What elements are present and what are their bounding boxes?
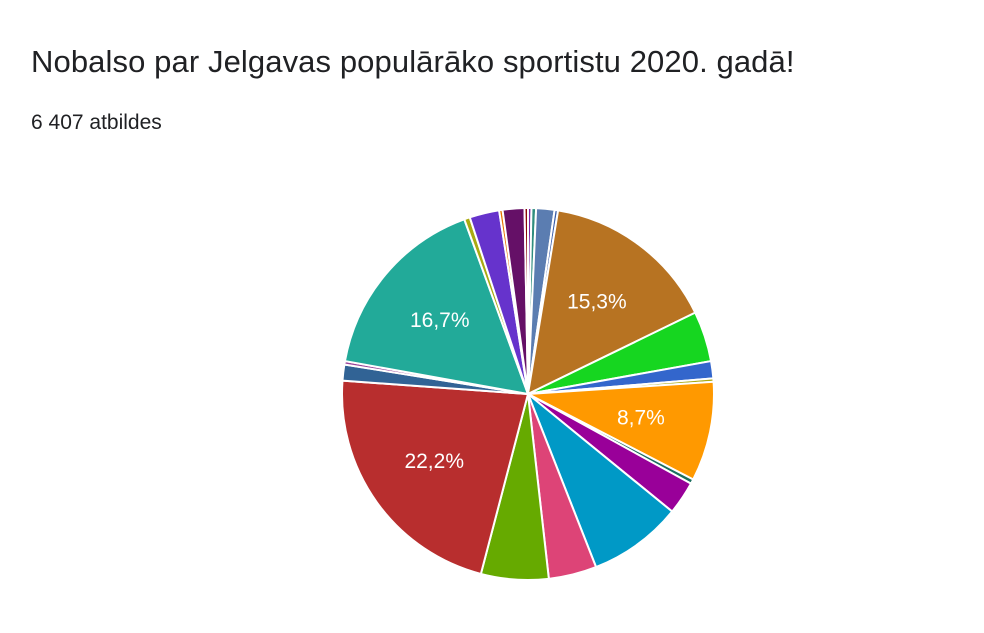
pie-slice-23[interactable] [523,206,529,395]
pie-slice-18[interactable] [343,218,529,395]
pie-slice-9[interactable] [527,380,715,481]
pie-labels: 15,3% 8,7% 22,2% 16,7% [404,291,664,474]
pie-slice-15[interactable] [341,379,529,575]
pie-slice-5[interactable] [527,209,697,395]
pie-slices [341,206,715,581]
pie-slice-label-9: 8,7% [617,407,665,430]
chart-title: Nobalso par Jelgavas populārāko sportist… [31,44,795,79]
response-count: 6 407 atbildes [31,111,162,134]
pie-slice-label-15: 22,2% [404,450,464,473]
pie-slice-label-18: 16,7% [410,309,470,332]
pie-slice-12[interactable] [527,393,674,569]
pie-slice-label-5: 15,3% [567,291,627,314]
